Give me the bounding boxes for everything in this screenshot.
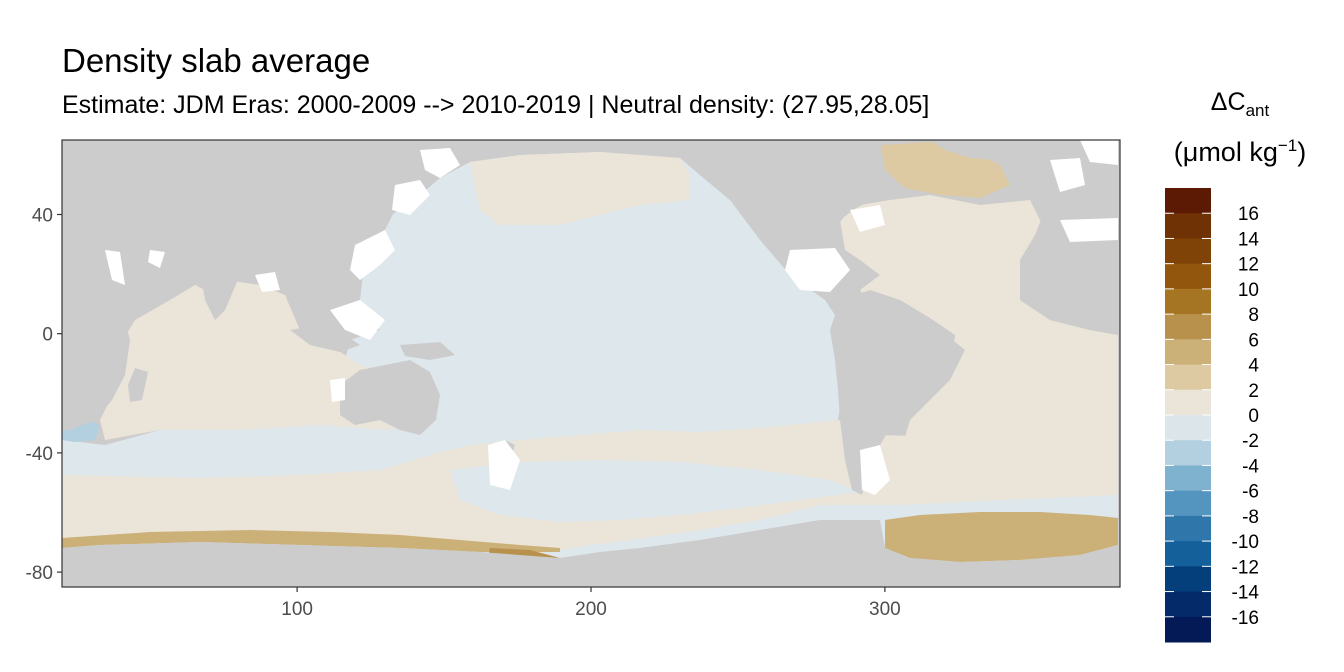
legend-color-swatch [1165, 364, 1211, 391]
no-data-new-zealand [488, 440, 520, 490]
legend-color-swatch [1165, 263, 1211, 290]
north-pacific-subpolar-region [470, 152, 690, 225]
legend-value-label: 10 [1238, 280, 1259, 301]
legend-value-label: 4 [1248, 356, 1259, 377]
legend-value-label: 14 [1238, 229, 1260, 250]
no-data-patagonia [860, 445, 890, 495]
y-tick-label: 0 [42, 325, 53, 346]
legend-color-swatch [1165, 465, 1211, 492]
map-panel [62, 140, 1120, 587]
no-data-patches [105, 140, 1118, 495]
australia-landmass [340, 360, 440, 435]
legend-value-label: -2 [1242, 431, 1259, 452]
y-tick-label: 40 [32, 206, 53, 227]
antarctic-shelf-strip [62, 530, 560, 552]
south-pacific-band-inner [450, 460, 860, 522]
legend-color-swatch [1165, 490, 1211, 517]
africa-landmass [62, 250, 130, 430]
x-tick-label: 100 [281, 599, 313, 620]
antarctica-landmass [62, 520, 1118, 587]
no-data-arctic-edge [1080, 140, 1118, 165]
y-tick-label: -40 [26, 444, 53, 465]
no-data-indonesia [330, 300, 385, 340]
legend-color-swatch [1165, 566, 1211, 593]
legend-color-swatch [1165, 188, 1211, 214]
x-tick-label: 200 [575, 599, 607, 620]
x-axis: 100 200 300 [281, 587, 901, 620]
legend-value-label: 12 [1238, 255, 1259, 276]
legend-color-swatch [1165, 339, 1211, 366]
legend-color-swatch [1165, 389, 1211, 416]
no-data-hudson-bay [850, 205, 885, 232]
no-data-baltic [1050, 158, 1085, 192]
legend-unit-exponent: −1 [1277, 136, 1298, 155]
legend-value-label: -10 [1232, 532, 1259, 553]
legend-unit-prefix: (μmol kg [1173, 137, 1278, 167]
legend-color-swatch [1165, 213, 1211, 239]
legend-color-swatch [1165, 591, 1211, 618]
legend-value-label: 16 [1238, 204, 1259, 225]
legend-color-swatch [1165, 616, 1211, 643]
chart-title: Density slab average [62, 42, 371, 79]
legend-value-label: 2 [1248, 381, 1259, 402]
y-tick-label: -80 [26, 563, 53, 584]
legend-color-swatch [1165, 238, 1211, 265]
new-guinea-landmass [400, 342, 455, 360]
no-data-west-australia [330, 378, 345, 402]
legend-colorbar: 16 14 12 10 8 6 4 2 0 -2 -4 -6 -8 -10 -12 -14 -16 [1165, 188, 1259, 643]
legend-color-swatch [1165, 314, 1211, 340]
legend-symbol: ΔC [1210, 88, 1246, 116]
legend-value-label: -6 [1242, 482, 1259, 503]
no-data-mediterranean [1060, 218, 1118, 242]
no-data-caribbean [785, 248, 850, 292]
legend-color-swatch [1165, 440, 1211, 466]
legend-value-label: -12 [1232, 557, 1259, 578]
legend-value-label: -8 [1242, 507, 1259, 528]
legend-value-label: 0 [1248, 406, 1259, 427]
legend-color-swatch [1165, 515, 1211, 542]
legend-value-label: -4 [1242, 456, 1259, 477]
legend-subscript: ant [1245, 101, 1270, 120]
legend-value-label: 8 [1248, 305, 1259, 326]
legend-color-swatch [1165, 541, 1211, 567]
weddell-sea-shelf [885, 512, 1118, 562]
legend-title: ΔCant [1140, 88, 1340, 121]
y-axis: 40 0 -40 -80 [26, 206, 62, 584]
chart-subtitle: Estimate: JDM Eras: 2000-2009 --> 2010-2… [62, 91, 930, 119]
legend-color-swatch [1165, 288, 1211, 315]
legend-unit-suffix: ) [1297, 137, 1307, 167]
legend-value-label: 6 [1248, 330, 1259, 351]
no-data-bay-of-bengal [255, 272, 280, 292]
atlantic-ocean-region [840, 195, 1118, 495]
india-landmass [200, 270, 240, 320]
legend-color-swatch [1165, 415, 1211, 441]
no-data-red-sea [105, 250, 125, 285]
legend-value-label: -14 [1232, 583, 1260, 604]
legend-value-label: -16 [1232, 608, 1259, 629]
indonesia-landmass [290, 325, 360, 352]
no-data-persian-gulf [148, 250, 165, 268]
madagascar-landmass [128, 368, 148, 402]
greenland-landmass [930, 140, 1000, 160]
legend-unit: (μmol kg−1) [1140, 136, 1340, 168]
south-america-landmass [830, 290, 955, 495]
no-data-okhotsk [420, 148, 460, 178]
no-data-japan [392, 180, 430, 215]
x-tick-label: 300 [869, 599, 901, 620]
no-data-east-asia [350, 230, 395, 280]
